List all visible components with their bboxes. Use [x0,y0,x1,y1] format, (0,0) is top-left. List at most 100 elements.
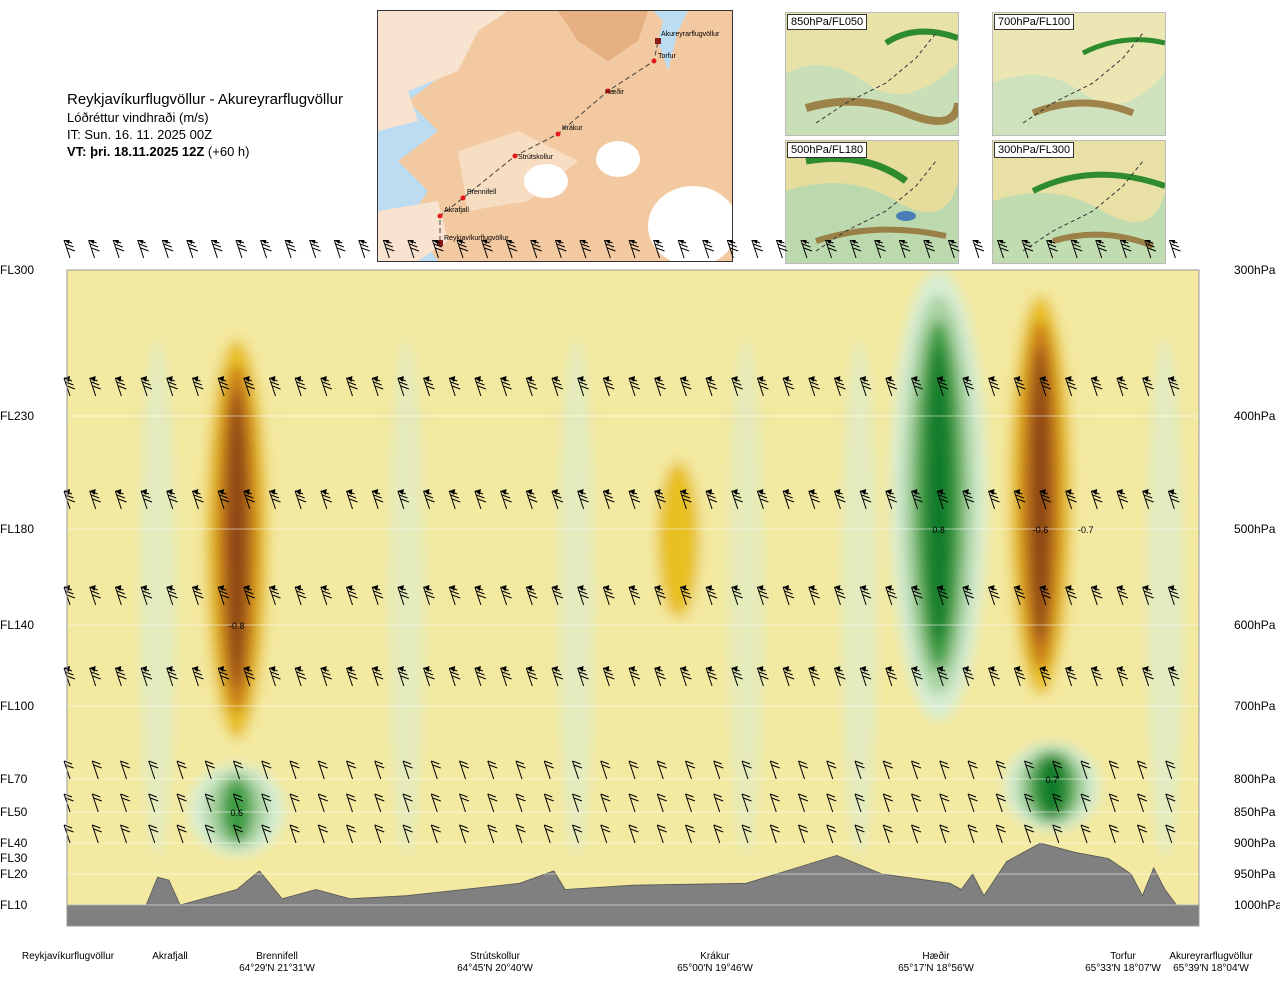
waypoint-name: Akrafjall [152,951,188,962]
wind-barb [500,585,512,606]
wind-barb [1168,238,1181,259]
wind-barb [572,760,583,780]
wind-barb [628,585,641,606]
y-axis-right-tick: 400hPa [1234,409,1276,423]
wind-barb [603,238,616,259]
wind-barb [166,489,178,510]
thumbnail-700hpa[interactable]: 700hPa/FL100 [992,12,1166,136]
wind-barb [654,376,666,397]
wind-barb [825,238,837,259]
wind-barb [474,489,487,510]
wind-barb [995,824,1006,844]
wind-barb [1144,238,1157,259]
wind-barb [204,824,215,844]
wind-barb [1080,793,1091,813]
wind-barb [713,824,724,844]
wind-barb [911,824,922,844]
wind-barb [656,824,667,844]
wind-barb [577,376,589,397]
wind-barb [833,585,846,606]
wind-barb [140,666,153,687]
weak-updraft-band [1147,338,1184,858]
valid-time: VT: þri. 18.11.2025 12Z (+60 h) [67,143,387,160]
wind-barb [402,824,413,844]
wind-barb [577,666,589,687]
wind-barb [374,760,385,780]
route-title: Reykjavíkurflugvöllur - Akureyrarflugvöl… [67,91,343,108]
wind-barb [898,238,911,259]
downdraft-contour [226,389,248,689]
wind-barb [176,793,187,813]
wind-barb [358,238,370,259]
wind-barb [320,666,332,687]
wind-barb [166,376,178,397]
y-axis-left-tick: FL140 [0,618,35,632]
wind-barb [572,793,583,813]
wind-barb [808,666,820,687]
wind-barb [1137,760,1148,780]
wind-barb [89,376,101,397]
y-axis-right-tick: 950hPa [1234,867,1276,881]
wind-barb [551,489,564,510]
wind-barb [962,489,975,510]
wind-barb [808,585,820,606]
wind-barb [656,793,667,813]
wind-barb [317,824,328,844]
wind-barb [947,238,960,259]
wind-barb [1021,238,1034,259]
wind-barb [89,489,101,510]
wind-barb [1090,376,1103,397]
wind-barb [826,793,837,813]
wind-barb [679,585,692,606]
wind-barb [487,824,498,844]
wind-barb [1095,238,1107,259]
wind-barb [1052,824,1063,844]
valid-time-suffix: (+60 h) [204,144,250,159]
thumbnail-label-700: 700hPa/FL100 [994,14,1075,30]
wind-barb [346,376,358,397]
y-axis-left-tick: FL30 [0,851,28,865]
wind-barb [346,793,357,813]
wind-barb [756,666,769,687]
wind-barb [911,793,922,813]
y-axis-right-tick: 1000hPa [1234,898,1280,912]
waypoint-name: Torfur [1110,951,1136,962]
wind-barb [775,238,788,259]
wind-barb [346,760,357,780]
thumbnail-850hpa[interactable]: 850hPa/FL050 [785,12,959,136]
wind-barb [936,666,949,687]
field-contours [139,270,1184,858]
wind-barb [233,824,244,844]
updraft-contour [220,778,253,842]
wind-barb [602,376,615,397]
y-axis-left-tick: FL70 [0,772,28,786]
y-axis-left-tick: FL50 [0,805,28,819]
wind-barb [423,376,435,397]
wind-barb [500,489,512,510]
y-axis-left-tick: FL180 [0,522,35,536]
thumbnail-label-500: 500hPa/FL180 [787,142,868,158]
wind-barb [114,585,127,606]
route-map: Reykjavíkurflugvöllur Akrafjall Brennife… [377,10,733,262]
chart-title-block: Reykjavíkurflugvöllur - Akureyrarflugvöl… [67,90,387,160]
wind-barb [474,666,487,687]
wind-barb [782,376,795,397]
wind-barb [1013,489,1026,510]
wind-barb [859,585,872,606]
wind-barb [525,489,538,510]
wind-barb [685,824,696,844]
wind-barb [939,793,950,813]
weak-updraft-band [139,338,176,858]
wind-barb [459,824,470,844]
wind-barb [826,760,837,780]
wind-barb [210,238,223,259]
wind-barb [120,793,131,813]
wind-barb [423,489,435,510]
wind-barb [294,376,307,397]
wind-barb [235,238,248,259]
wind-barb [474,376,487,397]
wind-barb [936,489,949,510]
wind-barb [1137,824,1148,844]
wind-barb [320,489,332,510]
wind-barb [679,376,692,397]
